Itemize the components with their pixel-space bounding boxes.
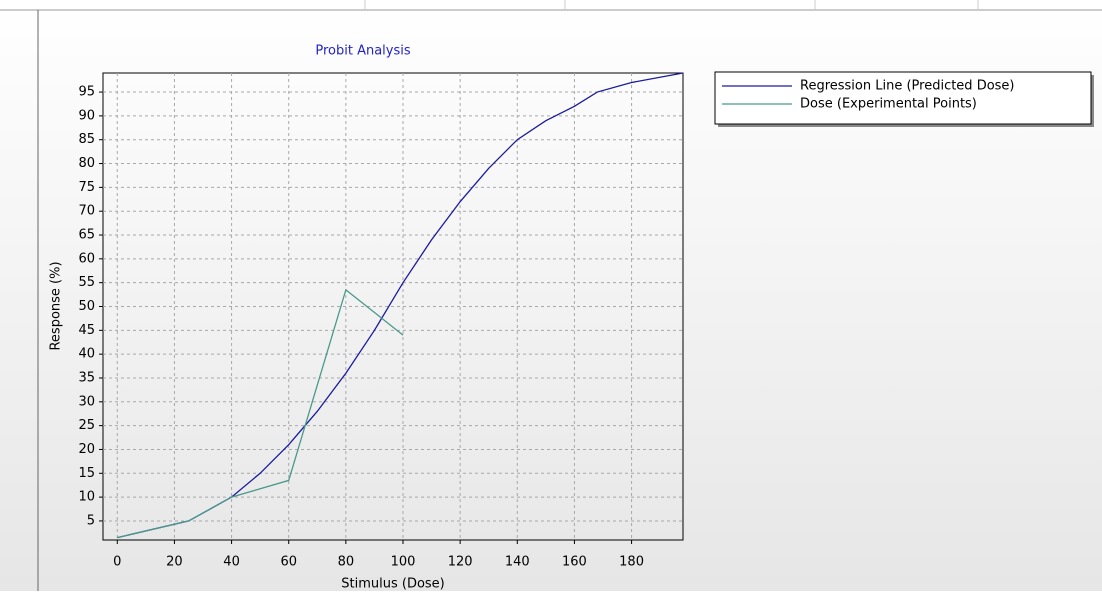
- chart-title: Probit Analysis: [315, 44, 411, 59]
- x-tick-label: 100: [391, 555, 416, 570]
- y-tick-label: 25: [78, 418, 95, 433]
- x-axis-label: Stimulus (Dose): [341, 577, 445, 592]
- y-tick-label: 95: [78, 85, 95, 100]
- y-tick-label: 5: [87, 513, 95, 528]
- x-tick-label: 140: [505, 555, 530, 570]
- y-tick-label: 30: [78, 394, 95, 409]
- x-tick-label: 40: [223, 555, 240, 570]
- y-tick-label: 15: [78, 466, 95, 481]
- header-strip: [0, 0, 1102, 10]
- y-tick-label: 60: [78, 251, 95, 266]
- series-line: [117, 288, 404, 539]
- x-tick-label: 120: [448, 555, 473, 570]
- y-axis-label: Response (%): [49, 261, 64, 350]
- x-tick-label: 180: [619, 555, 644, 570]
- y-tick-label: 80: [78, 156, 95, 171]
- x-tick-label: 60: [280, 555, 297, 570]
- x-tick-label: 80: [338, 555, 355, 570]
- y-tick-label: 10: [78, 490, 95, 505]
- y-tick-label: 20: [78, 442, 95, 457]
- y-tick-label: 45: [78, 323, 95, 338]
- y-tick-label: 50: [78, 299, 95, 314]
- y-tick-label: 40: [78, 347, 95, 362]
- y-tick-label: 65: [78, 228, 95, 243]
- legend-label: Regression Line (Predicted Dose): [800, 79, 1015, 94]
- y-tick-label: 90: [78, 108, 95, 123]
- y-tick-label: 70: [78, 204, 95, 219]
- x-tick-label: 0: [113, 555, 121, 570]
- legend-box: [714, 71, 1092, 125]
- x-tick-label: 20: [166, 555, 183, 570]
- legend-label: Dose (Experimental Points): [800, 97, 977, 112]
- y-tick-label: 85: [78, 132, 95, 147]
- x-tick-label: 160: [562, 555, 587, 570]
- series-line: [117, 72, 684, 539]
- y-tick-label: 55: [78, 275, 95, 290]
- y-tick-label: 35: [78, 370, 95, 385]
- y-tick-label: 75: [78, 180, 95, 195]
